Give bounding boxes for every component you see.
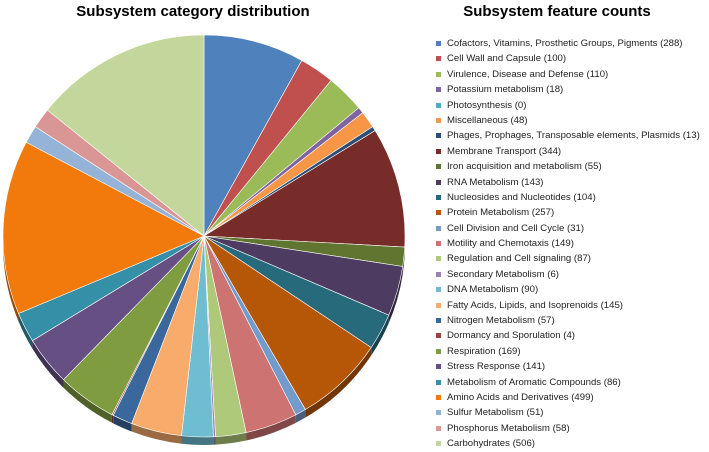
legend-label: Phages, Prophages, Transposable elements… bbox=[447, 130, 700, 141]
legend-label: Motility and Chemotaxis (149) bbox=[447, 238, 574, 249]
legend: Cofactors, Vitamins, Prosthetic Groups, … bbox=[436, 36, 700, 452]
legend-label: Cell Division and Cell Cycle (31) bbox=[447, 223, 584, 234]
legend-swatch bbox=[436, 118, 441, 123]
legend-item: Phages, Prophages, Transposable elements… bbox=[436, 128, 700, 143]
legend-label: Phosphorus Metabolism (58) bbox=[447, 423, 570, 434]
legend-swatch bbox=[436, 380, 441, 385]
legend-label: Cell Wall and Capsule (100) bbox=[447, 53, 566, 64]
legend-item: Miscellaneous (48) bbox=[436, 113, 700, 128]
legend-swatch bbox=[436, 333, 441, 338]
legend-item: Amino Acids and Derivatives (499) bbox=[436, 390, 700, 405]
legend-item: Nucleosides and Nucleotides (104) bbox=[436, 190, 700, 205]
legend-swatch bbox=[436, 303, 441, 308]
legend-swatch bbox=[436, 410, 441, 415]
legend-item: Cell Division and Cell Cycle (31) bbox=[436, 221, 700, 236]
legend-label: Dormancy and Sporulation (4) bbox=[447, 330, 575, 341]
legend-item: Cell Wall and Capsule (100) bbox=[436, 51, 700, 66]
legend-label: DNA Metabolism (90) bbox=[447, 284, 538, 295]
legend-swatch bbox=[436, 149, 441, 154]
legend-label: Stress Response (141) bbox=[447, 361, 545, 372]
legend-label: Nucleosides and Nucleotides (104) bbox=[447, 192, 596, 203]
legend-swatch bbox=[436, 41, 441, 46]
legend-swatch bbox=[436, 164, 441, 169]
legend-item: Iron acquisition and metabolism (55) bbox=[436, 159, 700, 174]
legend-item: Stress Response (141) bbox=[436, 359, 700, 374]
legend-label: Fatty Acids, Lipids, and Isoprenoids (14… bbox=[447, 300, 623, 311]
legend-label: Metabolism of Aromatic Compounds (86) bbox=[447, 377, 621, 388]
legend-swatch bbox=[436, 241, 441, 246]
pie-slice-depth bbox=[213, 437, 215, 445]
legend-item: DNA Metabolism (90) bbox=[436, 282, 700, 297]
legend-item: Fatty Acids, Lipids, and Isoprenoids (14… bbox=[436, 298, 700, 313]
legend-swatch bbox=[436, 287, 441, 292]
legend-item: Potassium metabolism (18) bbox=[436, 82, 700, 97]
legend-swatch bbox=[436, 395, 441, 400]
legend-label: Nitrogen Metabolism (57) bbox=[447, 315, 555, 326]
legend-swatch bbox=[436, 180, 441, 185]
legend-item: Cofactors, Vitamins, Prosthetic Groups, … bbox=[436, 36, 700, 51]
legend-swatch bbox=[436, 133, 441, 138]
legend-swatch bbox=[436, 349, 441, 354]
pie-slice-depth bbox=[112, 415, 113, 424]
legend-label: Potassium metabolism (18) bbox=[447, 84, 563, 95]
legend-label: Secondary Metabolism (6) bbox=[447, 269, 559, 280]
legend-item: Motility and Chemotaxis (149) bbox=[436, 236, 700, 251]
legend-swatch bbox=[436, 195, 441, 200]
legend-label: Amino Acids and Derivatives (499) bbox=[447, 392, 594, 403]
legend-swatch bbox=[436, 72, 441, 77]
legend-swatch bbox=[436, 103, 441, 108]
legend-item: Carbohydrates (506) bbox=[436, 436, 700, 451]
legend-swatch bbox=[436, 256, 441, 261]
legend-item: Nitrogen Metabolism (57) bbox=[436, 313, 700, 328]
legend-item: RNA Metabolism (143) bbox=[436, 175, 700, 190]
legend-label: Sulfur Metabolism (51) bbox=[447, 407, 544, 418]
legend-label: RNA Metabolism (143) bbox=[447, 177, 544, 188]
legend-label: Photosynthesis (0) bbox=[447, 100, 526, 111]
legend-swatch bbox=[436, 441, 441, 446]
legend-swatch bbox=[436, 226, 441, 231]
legend-label: Cofactors, Vitamins, Prosthetic Groups, … bbox=[447, 38, 683, 49]
legend-swatch bbox=[436, 210, 441, 215]
legend-item: Secondary Metabolism (6) bbox=[436, 267, 700, 282]
legend-item: Photosynthesis (0) bbox=[436, 98, 700, 113]
legend-item: Phosphorus Metabolism (58) bbox=[436, 421, 700, 436]
legend-item: Dormancy and Sporulation (4) bbox=[436, 328, 700, 343]
legend-label: Membrane Transport (344) bbox=[447, 146, 561, 157]
legend-label: Virulence, Disease and Defense (110) bbox=[447, 69, 608, 80]
pie-slices bbox=[3, 35, 405, 437]
legend-swatch bbox=[436, 318, 441, 323]
legend-item: Sulfur Metabolism (51) bbox=[436, 405, 700, 420]
legend-label: Miscellaneous (48) bbox=[447, 115, 528, 126]
legend-label: Protein Metabolism (257) bbox=[447, 207, 554, 218]
legend-item: Membrane Transport (344) bbox=[436, 144, 700, 159]
legend-swatch bbox=[436, 56, 441, 61]
legend-label: Iron acquisition and metabolism (55) bbox=[447, 161, 602, 172]
legend-swatch bbox=[436, 364, 441, 369]
legend-item: Metabolism of Aromatic Compounds (86) bbox=[436, 375, 700, 390]
legend-swatch bbox=[436, 87, 441, 92]
legend-swatch bbox=[436, 426, 441, 431]
legend-item: Protein Metabolism (257) bbox=[436, 205, 700, 220]
legend-label: Regulation and Cell signaling (87) bbox=[447, 253, 591, 264]
legend-item: Regulation and Cell signaling (87) bbox=[436, 251, 700, 266]
legend-item: Respiration (169) bbox=[436, 344, 700, 359]
legend-label: Respiration (169) bbox=[447, 346, 521, 357]
legend-item: Virulence, Disease and Defense (110) bbox=[436, 67, 700, 82]
legend-swatch bbox=[436, 272, 441, 277]
